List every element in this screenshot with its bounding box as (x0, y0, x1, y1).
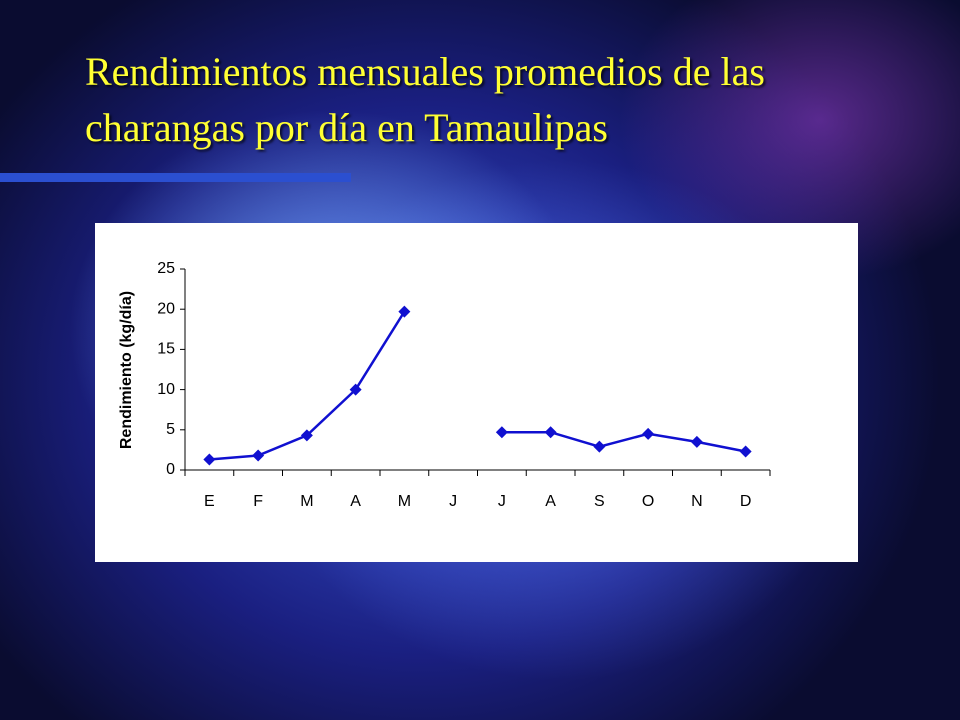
x-tick-label: A (545, 493, 556, 510)
chart-background (95, 223, 858, 562)
x-tick-label: N (691, 493, 703, 510)
x-tick-label: S (594, 493, 605, 510)
data-marker (642, 427, 655, 440)
data-marker (593, 440, 606, 453)
y-tick-label: 25 (157, 260, 175, 277)
y-axis-label: Rendimiento (kg/día) (118, 291, 135, 449)
title-underline (0, 173, 351, 182)
x-tick-label: J (498, 493, 506, 510)
y-tick-label: 15 (157, 341, 175, 358)
x-tick-label: M (398, 493, 411, 510)
y-tick-label: 0 (166, 461, 175, 478)
x-tick-label: D (740, 493, 752, 510)
data-marker (203, 453, 216, 466)
data-marker (252, 449, 265, 462)
y-tick-label: 10 (157, 381, 175, 398)
data-marker (690, 435, 703, 448)
slide-title: Rendimientos mensuales promedios de las … (85, 49, 765, 150)
y-tick-label: 20 (157, 300, 175, 317)
data-marker (349, 383, 362, 396)
x-tick-label: F (253, 493, 263, 510)
x-tick-label: M (300, 493, 313, 510)
y-tick-label: 5 (166, 421, 175, 438)
data-marker (495, 426, 508, 439)
data-marker (544, 426, 557, 439)
data-marker (398, 305, 411, 318)
x-tick-label: E (204, 493, 215, 510)
data-marker (300, 429, 313, 442)
data-marker (739, 445, 752, 458)
x-tick-label: J (449, 493, 457, 510)
x-tick-label: O (642, 493, 654, 510)
x-tick-label: A (350, 493, 361, 510)
